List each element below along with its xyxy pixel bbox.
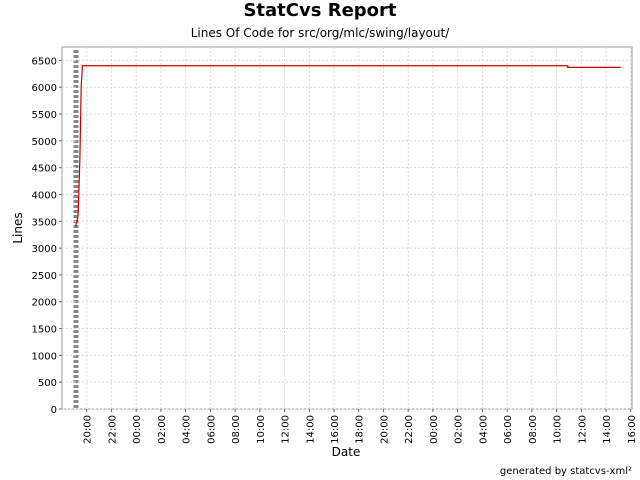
x-tick-label: 16:00 [330,415,341,444]
y-tick-label: 5000 [32,137,57,148]
x-tick-label: 04:00 [182,415,193,444]
x-tick-label: 08:00 [231,415,242,444]
x-tick-label: 14:00 [305,415,316,444]
y-tick-label: 2000 [32,298,57,309]
x-tick-label: 12:00 [577,415,588,444]
x-tick-label: 20:00 [379,415,390,444]
x-tick-label: 10:00 [553,415,564,444]
y-tick-label: 2500 [32,271,57,282]
y-tick-label: 3500 [32,217,57,228]
x-tick-label: 02:00 [157,415,168,444]
x-tick-label: 20:00 [83,415,94,444]
x-tick-label: 04:00 [478,415,489,444]
y-tick-label: 5500 [32,110,57,121]
y-tick-label: 6000 [32,83,57,94]
x-tick-label: 02:00 [454,415,465,444]
y-axis-label: Lines [11,212,25,243]
y-tick-label: 6500 [32,56,57,67]
y-tick-label: 3000 [32,244,57,255]
x-tick-label: 12:00 [281,415,292,444]
x-tick-label: 14:00 [602,415,613,444]
x-tick-label: 06:00 [206,415,217,444]
x-tick-label: 08:00 [528,415,539,444]
x-tick-label: 22:00 [404,415,415,444]
x-tick-label: 18:00 [355,415,366,444]
x-tick-label: 16:00 [627,415,638,444]
y-tick-label: 500 [38,378,57,389]
footer: generated by statcvs-xml² [500,466,632,477]
x-tick-label: 06:00 [503,415,514,444]
x-tick-label: 00:00 [429,415,440,444]
chart-title: StatCvs Report [243,0,396,21]
y-tick-label: 4000 [32,190,57,201]
plot-area [61,46,633,410]
data-line [75,65,621,227]
y-tick-label: 4500 [32,164,57,175]
x-tick-label: 00:00 [132,415,143,444]
y-tick-label: 0 [51,405,57,416]
y-tick-label: 1000 [32,351,57,362]
x-axis-label: Date [332,445,361,459]
x-tick-label: 10:00 [256,415,267,444]
chart-subtitle: Lines Of Code for src/org/mlc/swing/layo… [191,26,450,40]
x-tick-label: 22:00 [107,415,118,444]
y-tick-label: 1500 [32,325,57,336]
